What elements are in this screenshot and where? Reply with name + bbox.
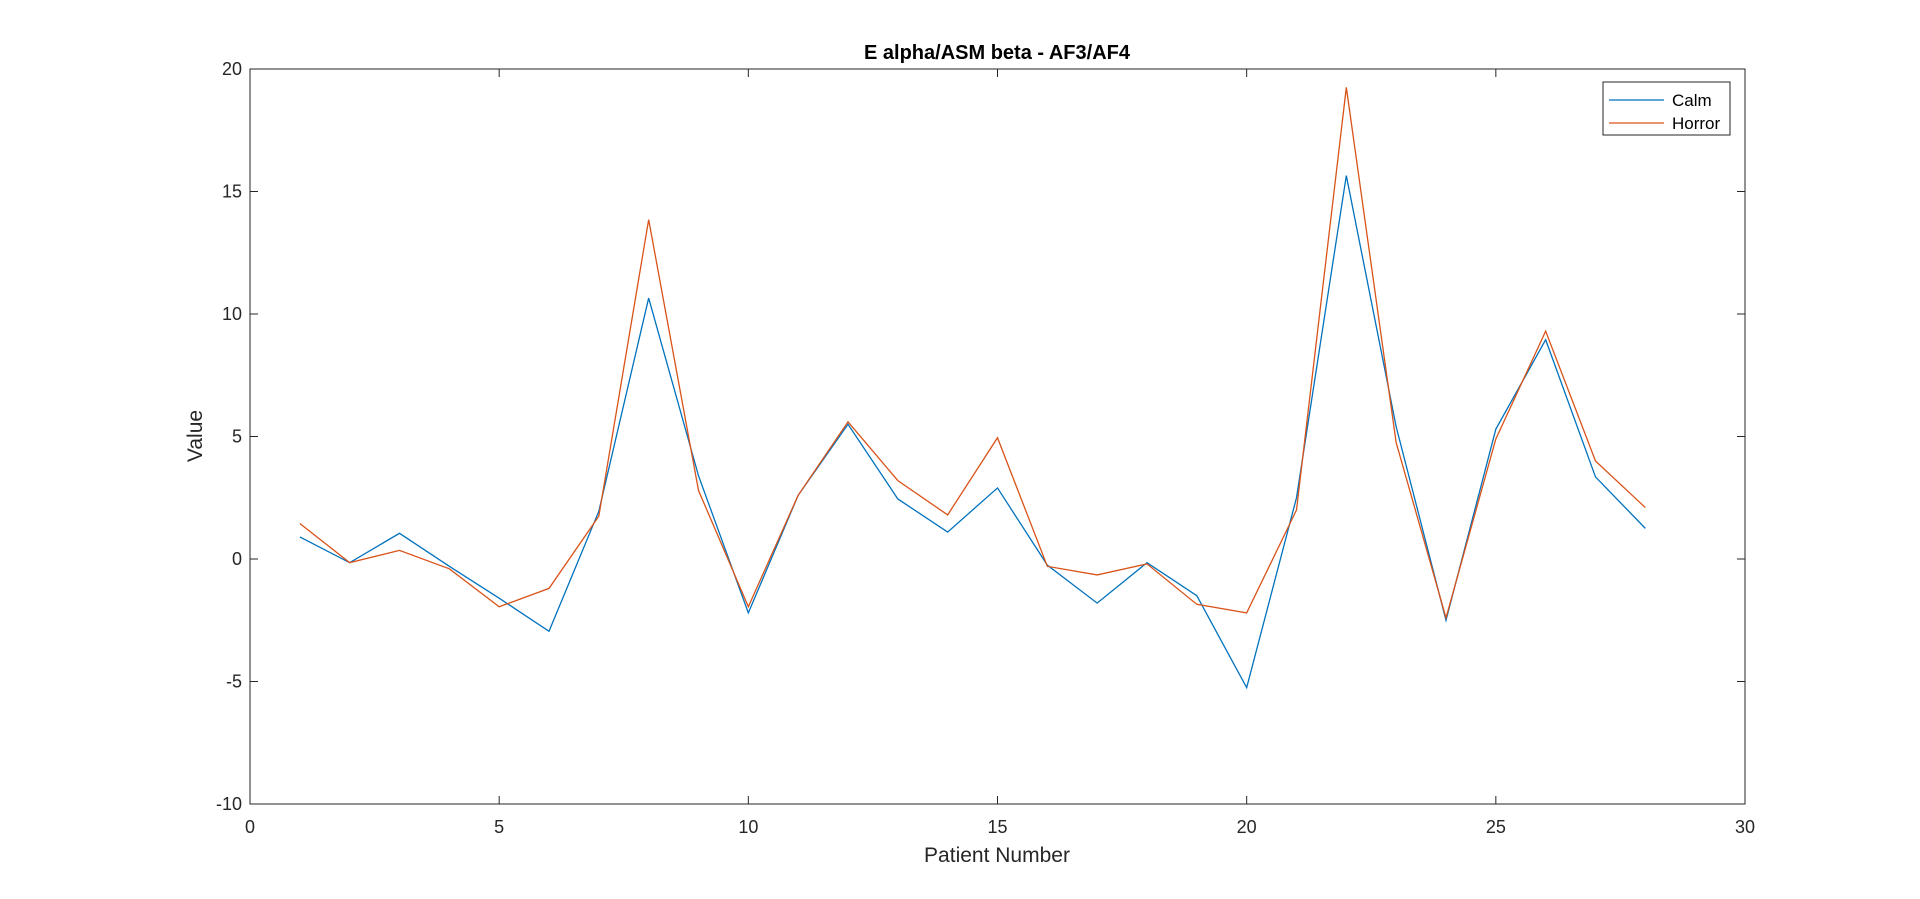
y-tick-label: 5 <box>232 427 242 447</box>
chart-title: E alpha/ASM beta - AF3/AF4 <box>864 42 1131 64</box>
ticks-layer: 0 5 10 15 20 25 30 -10 -5 0 5 10 15 20 <box>216 59 1755 837</box>
y-tick-label: 15 <box>222 182 242 202</box>
y-axis-label: Value <box>184 410 207 462</box>
y-tick-label: 20 <box>222 59 242 79</box>
series-line-calm <box>299 175 1646 690</box>
x-axis-label: Patient Number <box>924 844 1070 867</box>
x-tick-label: 15 <box>987 817 1007 837</box>
legend-label-horror: Horror <box>1672 114 1721 133</box>
x-tick-label: 25 <box>1486 817 1506 837</box>
x-tick-label: 30 <box>1735 817 1755 837</box>
y-tick-label: 10 <box>222 304 242 324</box>
legend-box <box>1602 81 1731 136</box>
y-tick-label: 0 <box>232 549 242 569</box>
x-tick-label: 20 <box>1237 817 1257 837</box>
plot-area <box>250 69 1745 804</box>
legend: Calm Horror <box>1602 81 1731 136</box>
series-line-horror <box>299 87 1646 621</box>
y-tick-label: -10 <box>216 794 242 814</box>
x-tick-label: 0 <box>245 817 255 837</box>
x-tick-label: 10 <box>738 817 758 837</box>
legend-label-calm: Calm <box>1672 91 1712 110</box>
series-layer <box>299 87 1646 690</box>
x-tick-label: 5 <box>494 817 504 837</box>
y-tick-label: -5 <box>226 672 242 692</box>
